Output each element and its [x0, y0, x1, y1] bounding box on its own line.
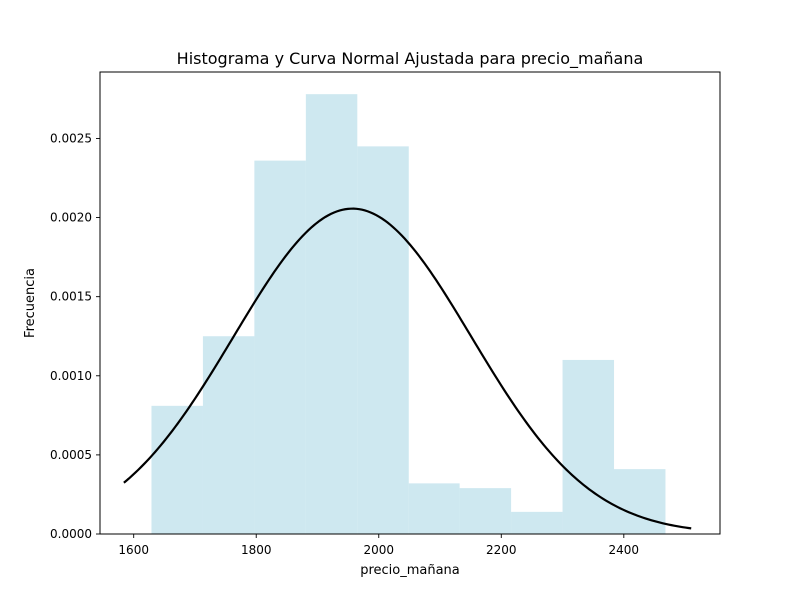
histogram-bars	[151, 94, 666, 535]
x-axis-ticks: 1600 1800 2000 2200 2400	[118, 534, 639, 557]
histogram-bar	[614, 469, 666, 534]
chart-title: Histograma y Curva Normal Ajustada para …	[177, 49, 644, 69]
y-tick-label: 0.0010	[50, 369, 92, 383]
histogram-bar	[151, 405, 203, 534]
x-tick-label: 2000	[363, 543, 394, 557]
x-tick-label: 1800	[241, 543, 272, 557]
plot-frame	[99, 71, 721, 535]
x-tick-label: 2200	[486, 543, 517, 557]
y-tick-label: 0.0015	[50, 290, 92, 304]
histogram-bar	[562, 359, 615, 534]
y-tick-label: 0.0005	[50, 448, 92, 462]
histogram-bar	[202, 336, 255, 534]
histogram-bar	[357, 146, 409, 534]
x-tick-label: 1600	[118, 543, 149, 557]
x-tick-label: 2400	[609, 543, 640, 557]
histogram-bar	[511, 511, 563, 534]
y-tick-label: 0.0000	[50, 527, 92, 541]
y-axis-label: Frecuencia	[23, 268, 38, 338]
histogram-bar	[254, 160, 306, 535]
normal-curve-group	[123, 207, 692, 530]
x-axis-label: precio_mañana	[360, 563, 460, 578]
y-axis-ticks: 0.0000 0.0005 0.0010 0.0015 0.0020 0.0025	[50, 131, 100, 541]
histogram-bar	[408, 483, 460, 534]
y-tick-label: 0.0020	[50, 211, 92, 225]
normal-curve-line	[123, 207, 692, 530]
y-tick-label: 0.0025	[50, 131, 92, 145]
histogram-bar	[459, 488, 512, 534]
histogram-bar	[305, 94, 358, 534]
